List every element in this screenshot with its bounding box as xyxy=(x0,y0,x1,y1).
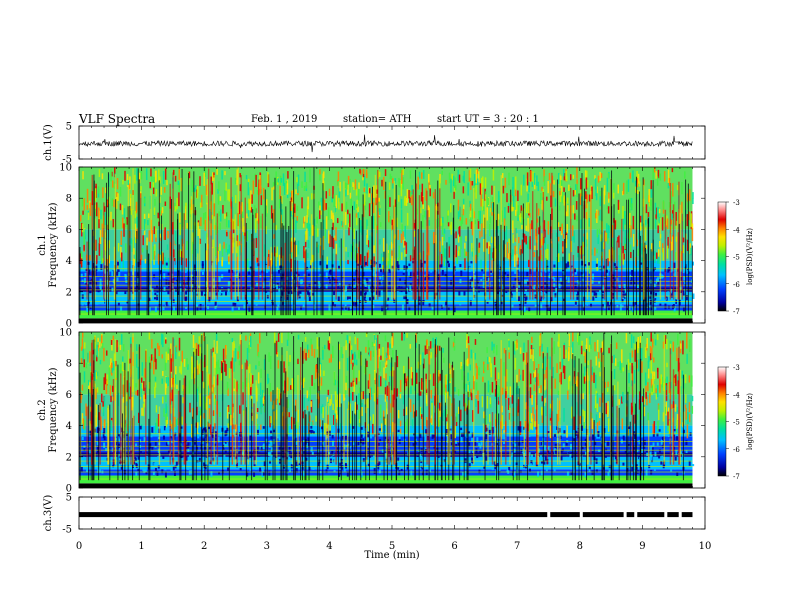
y-tick-label: 0 xyxy=(66,319,72,330)
colorbar-tick-label: -6 xyxy=(733,281,740,289)
x-tick-label: 10 xyxy=(699,541,712,552)
date-label: Feb. 1 , 2019 xyxy=(251,114,318,125)
colorbar-tick-label: -4 xyxy=(733,391,740,399)
ch3-gap xyxy=(579,511,583,518)
x-tick-label: 1 xyxy=(138,541,144,552)
x-tick-label: 9 xyxy=(639,541,645,552)
ch3-waveform-trace xyxy=(79,512,693,518)
y-tick-label: 2 xyxy=(66,452,72,463)
y-tick-label: 10 xyxy=(59,163,72,174)
y-tick-label: -5 xyxy=(62,155,72,166)
y-tick-label: 10 xyxy=(59,328,72,339)
y-tick-label: 0 xyxy=(66,484,72,495)
colorbar-tick-label: -3 xyxy=(733,199,740,207)
ch1-waveform-trace xyxy=(78,134,693,153)
y-tick-label: 4 xyxy=(66,256,72,267)
colorbar-label: log(PSD)(V²/Hz) xyxy=(746,228,754,285)
x-tick-label: 5 xyxy=(389,541,395,552)
ch2-spectrogram-plot xyxy=(79,332,695,488)
x-tick-label: 0 xyxy=(76,541,82,552)
colorbar-tick-label: -7 xyxy=(733,473,740,481)
y-tick-label: 4 xyxy=(66,421,72,432)
y-axis-label: ch.1 xyxy=(37,234,48,256)
ch3-gap xyxy=(623,511,627,518)
station-label: station= ATH xyxy=(343,114,412,125)
axis-ticks xyxy=(78,125,729,530)
x-axis-label: Time (min) xyxy=(364,550,419,561)
x-tick-label: 2 xyxy=(201,541,207,552)
x-tick-label: 8 xyxy=(577,541,583,552)
y-tick-label: 8 xyxy=(66,359,72,370)
y-axis-label: Frequency (kHz) xyxy=(48,202,59,287)
y-tick-label: -5 xyxy=(62,525,72,536)
y-axis-label: ch.3(V) xyxy=(43,495,54,532)
y-tick-label: 6 xyxy=(66,225,72,236)
x-tick-label: 4 xyxy=(326,541,332,552)
y-axis-label: ch.1(V) xyxy=(43,124,54,161)
colorbar-label: log(PSD)(V²/Hz) xyxy=(746,393,754,450)
ch1-waveform-plot xyxy=(78,134,693,153)
x-tick-label: 7 xyxy=(514,541,520,552)
y-axis-label: ch.2 xyxy=(37,399,48,421)
colorbar-tick-label: -3 xyxy=(733,364,740,372)
colorbar-tick-label: -6 xyxy=(733,446,740,454)
ch3-gap xyxy=(634,511,638,518)
colorbar-tick-label: -7 xyxy=(733,308,740,316)
colorbar-tick-label: -5 xyxy=(733,254,740,262)
colorbar-tick-label: -4 xyxy=(733,226,740,234)
x-tick-label: 3 xyxy=(264,541,270,552)
y-tick-label: 5 xyxy=(66,122,72,133)
y-tick-label: 6 xyxy=(66,390,72,401)
ch3-gap xyxy=(678,511,682,518)
ch1-spectrogram-plot xyxy=(79,167,695,323)
ch3-waveform-plot xyxy=(79,511,693,518)
ch2-colorbar xyxy=(717,366,727,477)
ch3-gap xyxy=(664,511,668,518)
x-tick-label: 6 xyxy=(451,541,457,552)
y-tick-label: 2 xyxy=(66,287,72,298)
figure-title: VLF Spectra xyxy=(79,112,156,126)
y-axis-label: Frequency (kHz) xyxy=(48,367,59,452)
y-tick-label: 8 xyxy=(66,194,72,205)
ch3-gap xyxy=(547,511,551,518)
start-time-label: start UT = 3 : 20 : 1 xyxy=(437,114,539,125)
colorbar-tick-label: -5 xyxy=(733,419,740,427)
ch1-colorbar xyxy=(717,201,727,312)
y-tick-label: 5 xyxy=(66,493,72,504)
